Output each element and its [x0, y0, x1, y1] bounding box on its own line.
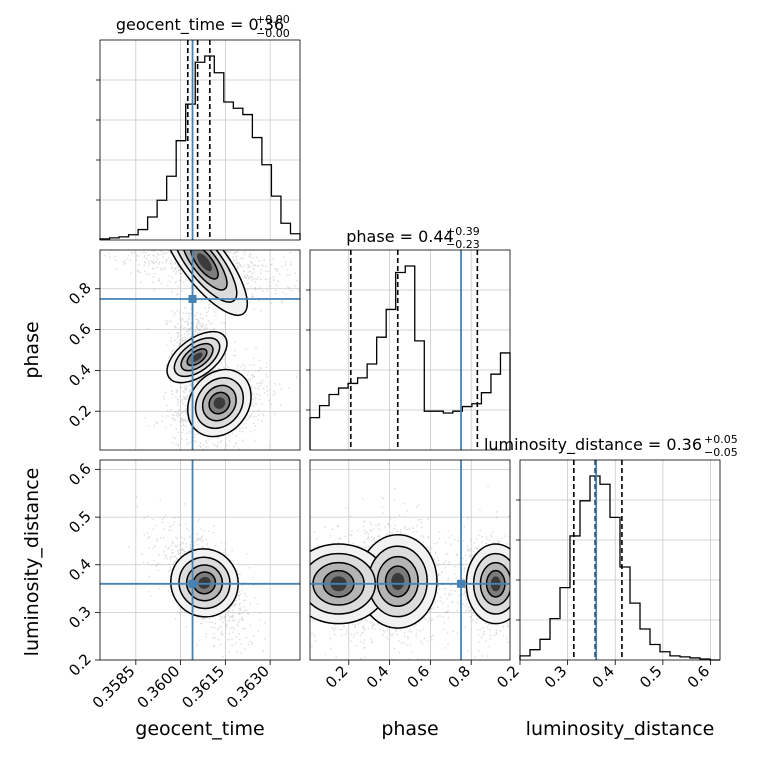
xtick-label-1: 0.3600 [134, 662, 184, 712]
title-luminosity-distance-sup: +0.05 [704, 433, 738, 446]
xlabel-phase: phase [381, 718, 438, 740]
contour-1-4 [213, 397, 226, 409]
title-phase-sup: +0.39 [446, 225, 480, 238]
histogram-panel-luminosity_distance [516, 459, 721, 661]
contour-0-4 [191, 352, 203, 362]
title-geocent-time: geocent_time = 0.36 [116, 15, 284, 35]
truth-marker [457, 579, 466, 588]
xlabel-luminosity-distance: luminosity_distance [526, 718, 715, 740]
ylabel-phase: phase [21, 321, 43, 378]
histogram-steps [99, 55, 301, 240]
title-phase-sub: −0.23 [446, 238, 480, 251]
ytick-label-0: 0.2 [65, 401, 95, 431]
histogram-steps [309, 265, 511, 450]
density-frame [99, 249, 301, 451]
xtick-label-2: 0.6 [404, 662, 434, 692]
density-panel-phase-luminosity_distance [309, 459, 511, 661]
histogram-frame [99, 39, 301, 241]
xtick-label-1: 0.3 [541, 662, 571, 692]
contour-0-4 [391, 572, 405, 591]
density-contents [104, 250, 300, 450]
xtick-label-0: 0.2 [493, 662, 523, 692]
density-frame [99, 459, 301, 661]
title-geocent-time-sub: −0.00 [256, 27, 290, 40]
ytick-label-3: 0.8 [65, 279, 95, 309]
xlabel-geocent-time: geocent_time [135, 718, 264, 740]
title-phase: phase = 0.44 [346, 227, 453, 246]
density-contents [310, 485, 510, 660]
title-luminosity-distance: luminosity_distance = 0.36 [484, 435, 702, 455]
xtick-label-3: 0.5 [636, 662, 666, 692]
histogram-frame [519, 459, 721, 661]
yticks-phase: 0.2 0.4 0.6 0.8 [65, 279, 100, 431]
yticks-luminosity_distance: 0.2 0.3 0.4 0.5 0.6 [65, 460, 100, 680]
xtick-label-3: 0.3630 [223, 662, 273, 712]
truth-marker [188, 579, 197, 588]
histogram-panel-phase [306, 249, 511, 451]
ytick-label-2: 0.4 [65, 555, 95, 585]
title-luminosity-distance-sub: −0.05 [704, 446, 738, 459]
histogram-panel-geocent_time [96, 39, 301, 241]
xtick-label-1: 0.4 [363, 662, 393, 692]
density-frame [309, 459, 511, 661]
density-contents [127, 496, 266, 658]
xticks-phase: 0.2 0.4 0.6 0.8 [322, 660, 474, 692]
ytick-label-4: 0.6 [65, 460, 95, 490]
xtick-label-4: 0.6 [684, 662, 714, 692]
histogram-steps [519, 475, 720, 661]
xtick-label-0: 0.2 [322, 662, 352, 692]
xtick-label-2: 0.4 [588, 662, 618, 692]
xticks-luminosity_distance: 0.2 0.3 0.4 0.5 0.6 [493, 660, 713, 692]
ytick-label-1: 0.3 [65, 602, 95, 632]
xtick-label-3: 0.8 [444, 662, 474, 692]
contour-2-4 [197, 253, 212, 272]
histogram-frame [309, 249, 511, 451]
ytick-label-3: 0.5 [65, 507, 95, 537]
contour-0-4 [198, 576, 211, 589]
ylabel-luminosity-distance: luminosity_distance [21, 468, 43, 657]
xtick-label-2: 0.3615 [178, 662, 228, 712]
truth-marker [188, 294, 197, 303]
ytick-label-1: 0.4 [65, 361, 95, 391]
density-panel-geocent_time-luminosity_distance [99, 459, 301, 661]
title-geocent-time-sup: +0.00 [256, 13, 290, 26]
density-panel-geocent_time-phase [99, 249, 301, 451]
scatter-points [127, 496, 266, 658]
ytick-label-0: 0.2 [65, 650, 95, 680]
xtick-label-0: 0.3585 [89, 662, 139, 712]
ytick-label-2: 0.6 [65, 320, 95, 350]
